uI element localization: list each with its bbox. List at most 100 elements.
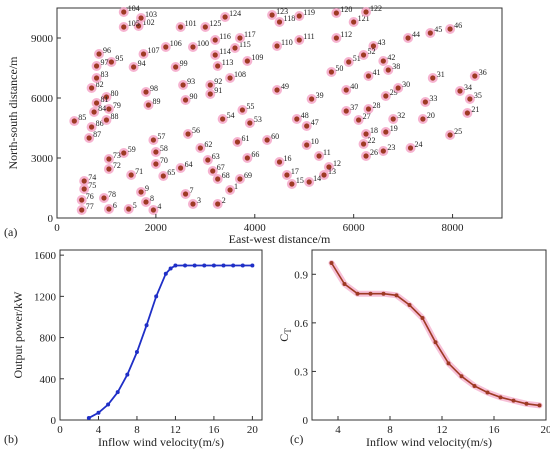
turbine-point [234, 139, 241, 145]
turbine-label: 67 [217, 163, 225, 172]
turbine-label: 86 [96, 119, 104, 128]
turbine-label: 117 [244, 30, 256, 39]
turbine-label: 45 [434, 25, 442, 34]
turbine-label: 92 [214, 77, 222, 86]
power-point [183, 263, 188, 268]
panel-c-points [329, 260, 542, 408]
c-x-tick-label: 12 [437, 424, 448, 436]
panel-a-x-axis-label: East-west distance/m [229, 232, 331, 246]
turbine-label: 17 [291, 167, 299, 176]
turbine-point [106, 106, 112, 112]
a-y-tick-label: 6000 [31, 93, 54, 105]
panel-c-y-axis-label-sub: T [283, 328, 293, 334]
turbine-label: 54 [227, 111, 235, 120]
turbine-point [150, 207, 157, 213]
turbine-label: 35 [474, 91, 482, 100]
turbine-point [138, 189, 144, 195]
turbine-point [227, 75, 233, 81]
b-x-tick-label: 8 [134, 424, 140, 436]
b-y-tick-label: 800 [40, 333, 57, 345]
turbine-label: 124 [229, 9, 241, 18]
c-x-tick-label: 8 [387, 424, 393, 436]
turbine-point [96, 51, 102, 57]
a-x-tick-label: 2000 [145, 222, 168, 234]
turbine-point [153, 161, 159, 167]
c-x-tick-label: 4 [335, 424, 341, 436]
turbine-label: 41 [373, 68, 381, 77]
turbine-label: 78 [108, 190, 116, 199]
turbine-point [207, 82, 213, 88]
turbine-label: 22 [368, 136, 376, 145]
power-point [211, 263, 216, 268]
ct-point [433, 340, 438, 345]
turbine-label: 12 [333, 159, 341, 168]
ct-point [342, 282, 347, 286]
turbine-label: 44 [412, 30, 420, 39]
turbine-point [126, 206, 132, 212]
turbine-label: 118 [284, 14, 296, 23]
turbine-point [160, 173, 166, 179]
power-point [202, 263, 207, 268]
turbine-label: 46 [454, 21, 462, 30]
turbine-label: 106 [170, 39, 182, 48]
turbine-point [185, 131, 191, 137]
turbine-point [150, 137, 157, 143]
turbine-label: 77 [86, 202, 94, 211]
turbine-label: 57 [157, 132, 165, 141]
turbine-label: 16 [284, 154, 292, 163]
ct-point [394, 293, 399, 298]
turbine-label: 27 [363, 112, 371, 121]
b-x-tick-label: 16 [208, 424, 220, 436]
turbine-label: 122 [370, 4, 382, 13]
turbine-label: 34 [464, 83, 472, 92]
turbine-point [316, 153, 322, 159]
power-point [221, 263, 226, 268]
turbine-label: 24 [415, 140, 423, 149]
turbine-point [103, 94, 110, 100]
turbine-label: 72 [113, 161, 121, 170]
turbine-label: 111 [303, 32, 314, 41]
turbine-label: 30 [402, 80, 410, 89]
turbine-point [385, 67, 391, 73]
turbine-label: 104 [128, 4, 140, 13]
panel-a-plot-frame [56, 7, 503, 219]
turbine-label: 90 [190, 92, 198, 101]
turbine-label: 99 [180, 59, 188, 68]
turbine-label: 68 [222, 171, 230, 180]
turbine-label: 28 [373, 101, 381, 110]
ct-point [329, 260, 334, 265]
turbine-label: 32 [397, 111, 405, 120]
turbine-label: 6 [113, 201, 117, 210]
turbine-label: 5 [133, 201, 137, 210]
turbine-point [207, 91, 213, 97]
turbine-label: 74 [88, 173, 96, 182]
turbine-point [91, 109, 97, 115]
c-y-tick-label: 0.9 [294, 269, 308, 281]
a-y-tick-label: 9000 [31, 33, 54, 45]
turbine-label: 80 [110, 89, 118, 98]
turbine-point [351, 19, 357, 25]
panel-c-tag: (c) [290, 432, 303, 446]
turbine-label: 51 [353, 54, 361, 63]
turbine-label: 98 [150, 84, 158, 93]
turbine-point [89, 85, 95, 91]
turbine-point [180, 82, 186, 88]
turbine-label: 103 [145, 10, 157, 19]
turbine-label: 55 [246, 102, 254, 111]
turbine-label: 38 [392, 62, 400, 71]
turbine-label: 85 [78, 113, 86, 122]
turbine-label: 43 [377, 38, 385, 47]
panel-c-thrust-curve: 4 8 12 16 20 0 0.3 0.6 0.9 Inflow wind velocity… [277, 249, 550, 449]
turbine-label: 96 [103, 46, 111, 55]
turbine-point [93, 63, 100, 69]
turbine-label: 11 [323, 148, 331, 157]
turbine-point [121, 9, 127, 15]
turbine-label: 94 [138, 59, 146, 68]
turbine-label: 56 [192, 126, 200, 135]
turbine-point [212, 52, 218, 58]
turbine-point [79, 197, 85, 203]
turbine-label: 65 [167, 168, 175, 177]
turbine-point [383, 129, 389, 135]
turbine-point [205, 157, 211, 163]
